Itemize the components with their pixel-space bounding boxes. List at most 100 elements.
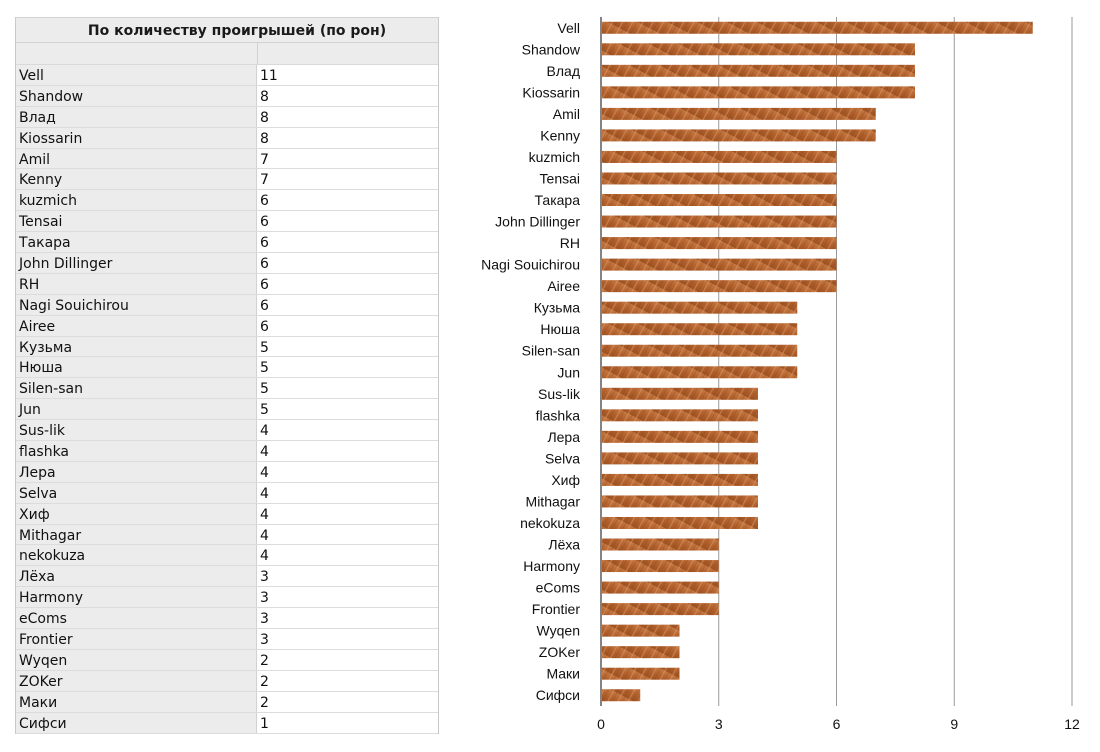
table-cell-value[interactable]: 6 bbox=[257, 211, 438, 232]
table-cell-name[interactable]: Amil bbox=[16, 148, 257, 169]
bar[interactable] bbox=[602, 43, 915, 56]
table-cell-name[interactable]: Silen-san bbox=[16, 378, 257, 399]
bar[interactable] bbox=[602, 344, 798, 357]
table-cell-value[interactable]: 4 bbox=[257, 503, 438, 524]
table-cell-value[interactable]: 4 bbox=[257, 420, 438, 441]
table-cell-value[interactable]: 8 bbox=[257, 127, 438, 148]
table-cell-name[interactable]: Маки bbox=[16, 691, 257, 712]
bar[interactable] bbox=[602, 452, 758, 465]
bar[interactable] bbox=[602, 560, 719, 573]
table-cell-name[interactable]: Влад bbox=[16, 106, 257, 127]
bar[interactable] bbox=[602, 237, 837, 250]
table-cell-value[interactable]: 1 bbox=[257, 712, 438, 733]
table-cell-value[interactable]: 6 bbox=[257, 232, 438, 253]
bar[interactable] bbox=[602, 86, 915, 99]
bar[interactable] bbox=[602, 495, 758, 508]
bar[interactable] bbox=[602, 64, 915, 77]
table-cell-value[interactable]: 4 bbox=[257, 545, 438, 566]
table-cell-name[interactable]: Vell bbox=[16, 65, 257, 85]
bar[interactable] bbox=[602, 581, 719, 594]
table-cell-value[interactable]: 6 bbox=[257, 315, 438, 336]
table-cell-value[interactable]: 4 bbox=[257, 461, 438, 482]
table-cell-value[interactable]: 8 bbox=[257, 106, 438, 127]
table-cell-value[interactable]: 2 bbox=[257, 670, 438, 691]
table-cell-name[interactable]: ZOKer bbox=[16, 670, 257, 691]
x-tick-label: 12 bbox=[1064, 716, 1080, 732]
table-cell-value[interactable]: 6 bbox=[257, 190, 438, 211]
table-cell-name[interactable]: Nagi Souichirou bbox=[16, 294, 257, 315]
table-cell-name[interactable]: kuzmich bbox=[16, 190, 257, 211]
table-cell-value[interactable]: 6 bbox=[257, 294, 438, 315]
bar[interactable] bbox=[602, 280, 837, 293]
table-cell-value[interactable]: 7 bbox=[257, 148, 438, 169]
table-cell-value[interactable]: 2 bbox=[257, 691, 438, 712]
bar[interactable] bbox=[602, 667, 680, 680]
table-cell-name[interactable]: Kenny bbox=[16, 169, 257, 190]
table-cell-value[interactable]: 6 bbox=[257, 253, 438, 273]
bar[interactable] bbox=[602, 172, 837, 185]
table-cell-value[interactable]: 11 bbox=[257, 65, 438, 85]
table-cell-name[interactable]: Лёха bbox=[16, 566, 257, 587]
bar[interactable] bbox=[602, 624, 680, 637]
table-cell-name[interactable]: eComs bbox=[16, 608, 257, 629]
table-cell-value[interactable]: 7 bbox=[257, 169, 438, 190]
table-cell-value[interactable]: 6 bbox=[257, 273, 438, 294]
bar[interactable] bbox=[602, 129, 876, 142]
table-cell-value[interactable]: 3 bbox=[257, 608, 438, 629]
table-cell-name[interactable]: Нюша bbox=[16, 357, 257, 378]
table-cell-name[interactable]: flashka bbox=[16, 441, 257, 461]
table-cell-name[interactable]: Mithagar bbox=[16, 524, 257, 545]
table-cell-value[interactable]: 4 bbox=[257, 524, 438, 545]
bar[interactable] bbox=[602, 516, 758, 529]
table-cell-name[interactable]: Airee bbox=[16, 315, 257, 336]
table-cell-value[interactable]: 3 bbox=[257, 587, 438, 608]
bar[interactable] bbox=[602, 150, 837, 163]
table-header-cell-value[interactable] bbox=[258, 43, 438, 64]
bar[interactable] bbox=[602, 323, 798, 336]
table-cell-value[interactable]: 5 bbox=[257, 336, 438, 357]
table-cell-name[interactable]: Selva bbox=[16, 482, 257, 503]
bar[interactable] bbox=[602, 689, 641, 702]
table-cell-name[interactable]: Harmony bbox=[16, 587, 257, 608]
table-cell-name[interactable]: Сифси bbox=[16, 712, 257, 733]
table-cell-name[interactable]: Shandow bbox=[16, 85, 257, 106]
bar[interactable] bbox=[602, 538, 719, 551]
table-header-cell-name[interactable] bbox=[16, 43, 258, 64]
bar[interactable] bbox=[602, 107, 876, 120]
table-cell-value[interactable]: 5 bbox=[257, 378, 438, 399]
bar[interactable] bbox=[602, 258, 837, 271]
table-cell-name[interactable]: Хиф bbox=[16, 503, 257, 524]
table-cell-value[interactable]: 4 bbox=[257, 482, 438, 503]
table-cell-name[interactable]: RH bbox=[16, 273, 257, 294]
bar[interactable] bbox=[602, 430, 758, 443]
table-cell-value[interactable]: 3 bbox=[257, 629, 438, 649]
bar[interactable] bbox=[602, 646, 680, 659]
table-cell-name[interactable]: Лера bbox=[16, 461, 257, 482]
table-cell-name[interactable]: Sus-lik bbox=[16, 420, 257, 441]
table-cell-name[interactable]: nekokuza bbox=[16, 545, 257, 566]
bar[interactable] bbox=[602, 409, 758, 422]
bar[interactable] bbox=[602, 301, 798, 314]
table-cell-name[interactable]: Wyqen bbox=[16, 649, 257, 670]
table-cell-name[interactable]: Frontier bbox=[16, 629, 257, 649]
table-cell-value[interactable]: 3 bbox=[257, 566, 438, 587]
table-row: Сифси 1 bbox=[16, 712, 438, 734]
table-cell-value[interactable]: 2 bbox=[257, 649, 438, 670]
table-cell-name[interactable]: John Dillinger bbox=[16, 253, 257, 273]
bar[interactable] bbox=[602, 473, 758, 486]
table-cell-value[interactable]: 4 bbox=[257, 441, 438, 461]
table-cell-value[interactable]: 5 bbox=[257, 357, 438, 378]
bar[interactable] bbox=[602, 194, 837, 207]
bar[interactable] bbox=[602, 366, 798, 379]
table-cell-name[interactable]: Такара bbox=[16, 232, 257, 253]
bar[interactable] bbox=[602, 603, 719, 616]
bar[interactable] bbox=[602, 215, 837, 228]
bar[interactable] bbox=[602, 387, 758, 400]
table-cell-name[interactable]: Tensai bbox=[16, 211, 257, 232]
bar[interactable] bbox=[602, 21, 1033, 34]
table-cell-name[interactable]: Kiossarin bbox=[16, 127, 257, 148]
table-cell-value[interactable]: 5 bbox=[257, 399, 438, 420]
table-cell-name[interactable]: Кузьма bbox=[16, 336, 257, 357]
table-cell-value[interactable]: 8 bbox=[257, 85, 438, 106]
table-cell-name[interactable]: Jun bbox=[16, 399, 257, 420]
